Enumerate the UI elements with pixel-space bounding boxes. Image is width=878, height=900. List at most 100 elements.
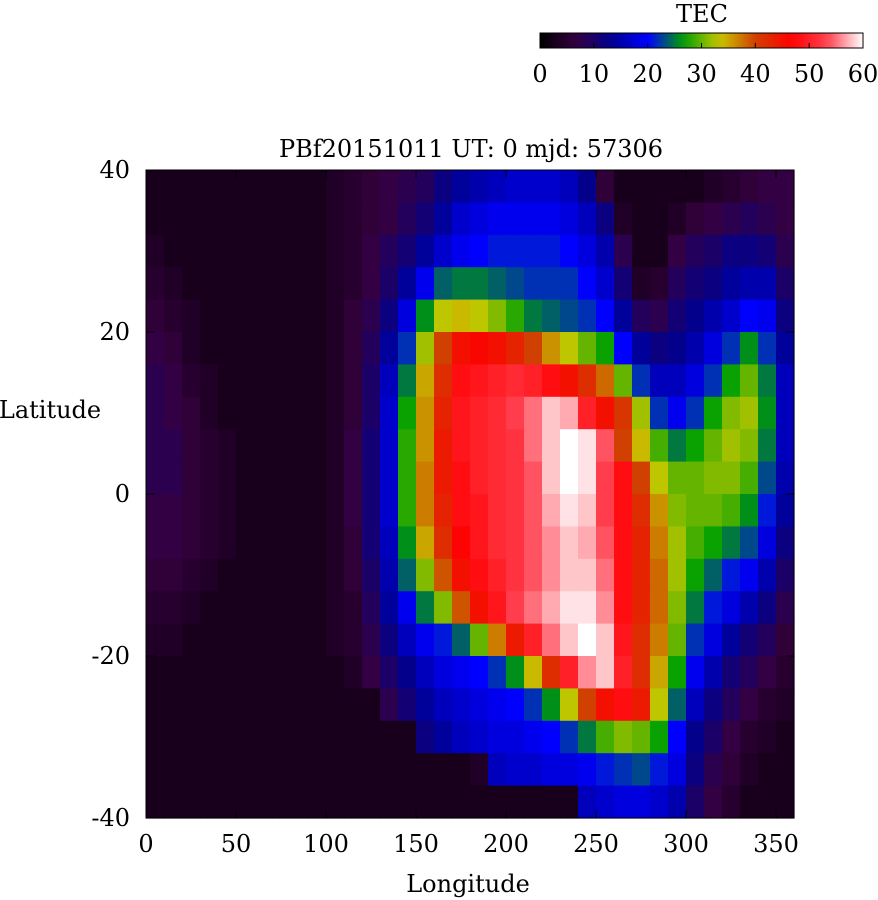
heatmap-cell — [776, 591, 795, 625]
heatmap-cell — [740, 558, 759, 592]
heatmap-cell — [686, 753, 705, 787]
heatmap-cell — [398, 720, 417, 754]
heatmap-cell — [344, 656, 363, 689]
heatmap-cell — [434, 234, 453, 268]
heatmap-cell — [362, 299, 381, 333]
heatmap-cell — [200, 202, 219, 236]
heatmap-cell — [524, 332, 543, 365]
heatmap-cell — [614, 396, 633, 430]
heatmap-cell — [380, 170, 399, 203]
heatmap-cell — [416, 299, 435, 333]
heatmap-cell — [596, 623, 615, 657]
heatmap-cell — [560, 299, 579, 333]
heatmap-cell — [164, 429, 183, 463]
heatmap-cell — [668, 656, 687, 689]
heatmap-cell — [686, 461, 705, 495]
heatmap-cell — [380, 461, 399, 495]
heatmap-cell — [164, 785, 183, 819]
heatmap-cell — [542, 461, 561, 495]
heatmap-cell — [632, 785, 651, 819]
heatmap-cell — [740, 656, 759, 689]
heatmap-cell — [218, 785, 237, 819]
heatmap-cell — [560, 234, 579, 268]
heatmap-cell — [650, 234, 669, 268]
heatmap-cell — [704, 332, 723, 365]
heatmap-cell — [542, 364, 561, 398]
heatmap-cell — [596, 332, 615, 365]
heatmap-cell — [632, 202, 651, 236]
heatmap-cell — [578, 785, 597, 819]
heatmap-cell — [398, 267, 417, 301]
heatmap-cell — [632, 170, 651, 203]
heatmap-cell — [416, 332, 435, 365]
heatmap-cell — [740, 170, 759, 203]
heatmap-cell — [362, 688, 381, 722]
heatmap-cell — [344, 267, 363, 301]
heatmap-cell — [578, 591, 597, 625]
heatmap-cell — [452, 623, 471, 657]
heatmap-cell — [308, 558, 327, 592]
heatmap-cell — [362, 494, 381, 527]
heatmap-cell — [614, 558, 633, 592]
heatmap-cell — [218, 202, 237, 236]
heatmap-cell — [398, 461, 417, 495]
heatmap-cell — [182, 396, 201, 430]
heatmap-cell — [146, 785, 165, 819]
heatmap-cell — [398, 494, 417, 527]
heatmap-cell — [272, 364, 291, 398]
heatmap-cell — [776, 332, 795, 365]
heatmap-cell — [704, 299, 723, 333]
heatmap-cell — [596, 688, 615, 722]
heatmap-cell — [182, 299, 201, 333]
heatmap-cell — [470, 461, 489, 495]
heatmap-cell — [542, 591, 561, 625]
y-tick-label: 0 — [115, 480, 130, 508]
heatmap-cell — [290, 461, 309, 495]
heatmap-cell — [722, 461, 741, 495]
heatmap-cell — [272, 720, 291, 754]
heatmap-cell — [290, 526, 309, 560]
heatmap-cell — [308, 170, 327, 203]
heatmap-cell — [722, 785, 741, 819]
heatmap-cell — [434, 688, 453, 722]
heatmap-cell — [290, 720, 309, 754]
heatmap-cell — [164, 299, 183, 333]
heatmap-cell — [506, 234, 525, 268]
heatmap-cell — [416, 785, 435, 819]
heatmap-cell — [758, 299, 777, 333]
heatmap-cell — [398, 170, 417, 203]
heatmap-cell — [488, 591, 507, 625]
heatmap-cell — [236, 202, 255, 236]
heatmap-cell — [326, 332, 345, 365]
heatmap-cell — [290, 234, 309, 268]
heatmap-cell — [362, 753, 381, 787]
heatmap-cell — [524, 494, 543, 527]
heatmap-cell — [668, 461, 687, 495]
heatmap-cell — [668, 688, 687, 722]
heatmap-cell — [686, 364, 705, 398]
heatmap-cell — [776, 267, 795, 301]
heatmap-cell — [776, 753, 795, 787]
heatmap-cell — [596, 494, 615, 527]
heatmap-cell — [398, 591, 417, 625]
heatmap-cell — [380, 753, 399, 787]
heatmap-cell — [470, 332, 489, 365]
heatmap-cell — [398, 688, 417, 722]
heatmap-cell — [488, 299, 507, 333]
heatmap-cell — [416, 558, 435, 592]
heatmap-cell — [578, 332, 597, 365]
heatmap-cell — [506, 202, 525, 236]
x-axis-ticks: 0 50 100 150 200 250 300 350 — [138, 170, 799, 858]
heatmap-cell — [650, 267, 669, 301]
heatmap-cell — [326, 267, 345, 301]
x-tick-label: 300 — [663, 830, 709, 858]
heatmap-cell — [650, 785, 669, 819]
heatmap-cell — [686, 623, 705, 657]
heatmap-cell — [632, 332, 651, 365]
heatmap-cell — [668, 364, 687, 398]
heatmap-cell — [470, 234, 489, 268]
heatmap-cell — [650, 429, 669, 463]
heatmap-cell — [596, 170, 615, 203]
heatmap-cell — [488, 364, 507, 398]
heatmap-cell — [488, 688, 507, 722]
